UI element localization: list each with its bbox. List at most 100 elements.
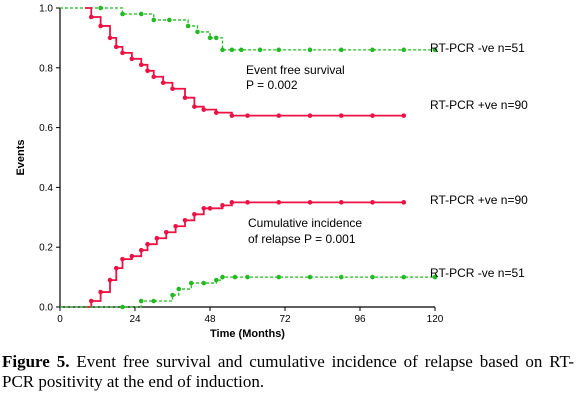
series-label-cir-pos: RT-PCR +ve n=90 (430, 193, 528, 207)
series-marker (245, 113, 250, 118)
x-tick-label: 24 (129, 314, 141, 325)
series-marker (113, 44, 119, 50)
series-marker (307, 200, 313, 205)
series-marker (129, 253, 135, 259)
series-marker (238, 47, 244, 53)
annotation-cir-line2: of relapse P = 0.001 (248, 232, 356, 246)
series-marker (370, 113, 375, 118)
series-marker (173, 223, 178, 229)
series-marker (220, 274, 225, 280)
series-marker (120, 50, 125, 56)
series-labels: RT-PCR -ve n=51 RT-PCR +ve n=90 RT-PCR +… (430, 41, 528, 280)
ticks: 0 24 48 72 96 120 0.0 0.2 0.4 0.6 0.8 1.0 (39, 4, 444, 326)
series-marker (129, 56, 135, 62)
series-marker (370, 47, 375, 53)
x-tick-label: 72 (279, 314, 291, 325)
series-marker (432, 47, 438, 53)
series-marker (401, 200, 407, 205)
axes (59, 8, 435, 308)
series-label-cir-neg: RT-PCR -ve n=51 (430, 266, 525, 280)
series-marker (401, 47, 407, 53)
series-marker (201, 206, 207, 211)
chart: 0 24 48 72 96 120 0.0 0.2 0.4 0.6 0.8 1.0 Time (Mon… (15, 4, 528, 341)
series-marker (120, 256, 125, 262)
series-marker (182, 95, 188, 100)
series-marker (229, 47, 235, 53)
series-label-efs-pos: RT-PCR +ve n=90 (430, 98, 528, 112)
series-marker (185, 23, 191, 29)
series-marker (107, 35, 113, 41)
series-marker (245, 274, 250, 280)
series-marker (338, 200, 344, 205)
series-marker (138, 62, 144, 68)
annotation-efs: Event free survival P = 0.002 (246, 63, 345, 92)
figure-caption: Figure 5. Event free survival and cumula… (2, 352, 574, 392)
x-tick-label: 120 (427, 314, 444, 325)
series-marker (163, 229, 169, 235)
series-marker (276, 47, 282, 53)
series-marker (98, 23, 103, 29)
y-tick-label: 0.4 (39, 183, 53, 194)
series-marker (307, 113, 313, 118)
series-marker (307, 47, 313, 53)
series-marker (154, 235, 160, 241)
series-marker (88, 14, 94, 20)
series-marker (401, 113, 407, 118)
series-marker (338, 113, 344, 118)
series-2 (85, 200, 407, 308)
series-3 (60, 274, 438, 310)
series-marker (98, 5, 103, 11)
series-line (60, 276, 435, 308)
series-marker (276, 200, 282, 205)
series-marker (151, 298, 157, 304)
series-marker (195, 29, 200, 35)
series-marker (207, 206, 213, 211)
series-marker (213, 277, 219, 283)
series-marker (192, 104, 197, 109)
series-marker (220, 203, 225, 208)
series-marker (120, 304, 125, 310)
x-tick-label: 96 (354, 314, 366, 325)
series-marker (107, 277, 113, 283)
series-marker (201, 107, 207, 112)
series-marker (160, 80, 166, 86)
series-marker (145, 68, 150, 74)
series-marker (338, 274, 344, 280)
series-marker (276, 274, 282, 280)
series-marker (145, 241, 150, 247)
y-tick-label: 0.2 (39, 243, 53, 254)
series-marker (201, 280, 207, 286)
series-marker (207, 35, 213, 41)
series-marker (307, 274, 313, 280)
series-marker (276, 113, 282, 118)
series-marker (182, 217, 188, 223)
x-tick-label: 48 (204, 314, 216, 325)
series-marker (138, 11, 144, 17)
y-tick-label: 1.0 (39, 4, 53, 15)
series-marker (170, 292, 175, 298)
series-line (60, 7, 435, 51)
series-label-efs-neg: RT-PCR -ve n=51 (430, 41, 525, 55)
x-tick-label: 0 (57, 314, 63, 325)
series-marker (213, 35, 219, 41)
caption-text: Event free survival and cumulative incid… (2, 352, 574, 391)
series-marker (370, 274, 375, 280)
series-marker (229, 113, 235, 118)
series-marker (120, 11, 125, 17)
series-marker (151, 17, 157, 23)
series-marker (170, 86, 175, 92)
series-marker (113, 265, 119, 271)
y-tick-label: 0.0 (39, 303, 53, 314)
y-tick-label: 0.8 (39, 63, 53, 74)
annotation-efs-line2: P = 0.002 (246, 78, 298, 92)
series-marker (167, 17, 172, 23)
series-marker (192, 212, 197, 217)
series-marker (98, 289, 103, 295)
series-marker (138, 247, 144, 253)
y-tick-label: 0.6 (39, 123, 53, 134)
series-marker (370, 200, 375, 205)
series-marker (432, 274, 438, 280)
x-axis-label: Time (Months) (210, 328, 285, 340)
series-1 (85, 7, 407, 118)
series-marker (220, 47, 225, 53)
